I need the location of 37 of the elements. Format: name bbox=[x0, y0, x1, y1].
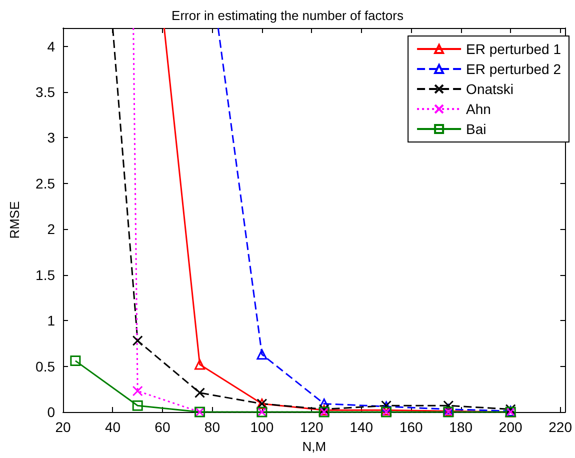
x-tick-label: 180 bbox=[449, 419, 473, 435]
y-tick-label: 2.5 bbox=[36, 175, 56, 192]
point bbox=[70, 356, 81, 366]
x-tick-label: 200 bbox=[498, 419, 522, 435]
x-tick-label: 120 bbox=[300, 419, 324, 435]
legend-label: ER perturbed 1 bbox=[466, 41, 562, 57]
point bbox=[443, 400, 454, 411]
x-tick-label: 60 bbox=[154, 419, 170, 435]
y-tick-label: 4 bbox=[47, 38, 56, 54]
x-tick-label: 160 bbox=[399, 419, 424, 435]
point bbox=[194, 359, 206, 370]
y-axis-title: RMSE bbox=[7, 200, 22, 239]
x-tick-label: 20 bbox=[55, 419, 71, 435]
x-tick-label: 40 bbox=[104, 419, 121, 435]
chart-title: Error in estimating the number of factors bbox=[172, 8, 404, 23]
y-tick-label: 3 bbox=[47, 130, 56, 146]
point bbox=[256, 349, 268, 360]
legend-label: Bai bbox=[466, 121, 486, 137]
x-tick-label: 80 bbox=[204, 419, 220, 435]
y-tick-label: 1 bbox=[47, 312, 56, 329]
point bbox=[132, 386, 143, 396]
point bbox=[194, 388, 206, 398]
x-axis-title: N,M bbox=[302, 439, 326, 454]
point bbox=[132, 400, 143, 411]
point bbox=[132, 335, 143, 346]
x-tick-label: 140 bbox=[350, 419, 374, 435]
y-tick-label: 3.5 bbox=[36, 84, 56, 100]
legend-label: Ahn bbox=[466, 101, 491, 117]
y-tick-label: 1.5 bbox=[36, 266, 56, 283]
y-tick-label: 2 bbox=[47, 221, 56, 238]
y-tick-label: 0 bbox=[47, 404, 56, 420]
point bbox=[318, 398, 330, 410]
x-tick-label: 220 bbox=[548, 419, 572, 435]
y-tick-label: 0.5 bbox=[36, 358, 56, 374]
x-tick-label: 100 bbox=[250, 419, 274, 435]
legend-label: Onatski bbox=[466, 81, 514, 97]
legend-label: ER perturbed 2 bbox=[466, 61, 562, 77]
